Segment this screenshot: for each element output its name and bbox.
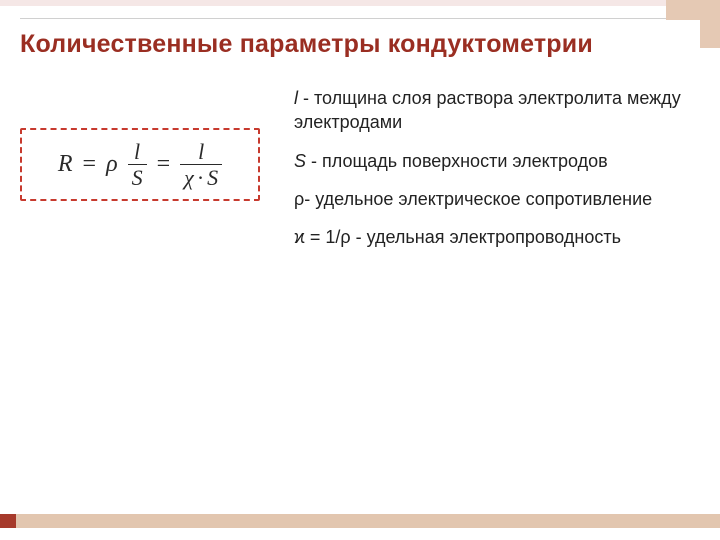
corner-accent xyxy=(666,0,720,20)
frac1-denominator: S xyxy=(128,164,147,189)
footer-accent-dark xyxy=(0,514,16,528)
op-equals-1: = xyxy=(83,151,97,178)
def-text-l: толщина слоя раствора электролита между … xyxy=(294,88,681,132)
definition-S: S - площадь поверхности электродов xyxy=(294,149,700,173)
def-sep-rho: - xyxy=(304,189,315,209)
frac2-numerator: l xyxy=(194,140,208,164)
sym-chi: χ xyxy=(184,165,194,190)
definition-l: l - толщина слоя раствора электролита ме… xyxy=(294,86,700,135)
def-text-rho: удельное электрическое сопротивление xyxy=(315,189,652,209)
frac1-numerator: l xyxy=(130,140,144,164)
op-equals-2: = xyxy=(157,151,171,178)
formula-box: R = ρ l S = l χ·S xyxy=(20,128,260,201)
def-sym-S: S xyxy=(294,151,306,171)
resistance-equation: R = ρ l S = l χ·S xyxy=(58,140,222,189)
formula-column: R = ρ l S = l χ·S xyxy=(20,86,260,263)
op-cdot: · xyxy=(194,165,207,190)
fraction-l-over-chiS: l χ·S xyxy=(180,140,222,189)
def-sep-kappa: = 1/ρ - xyxy=(305,227,367,247)
def-text-S: площадь поверхности электродов xyxy=(322,151,608,171)
sym-rho: ρ xyxy=(106,151,118,178)
def-text-kappa: удельная электропроводность xyxy=(367,227,621,247)
top-edge-tint xyxy=(0,0,720,6)
def-sym-kappa: ϰ xyxy=(294,227,305,247)
definition-kappa: ϰ = 1/ρ - удельная электропроводность xyxy=(294,225,700,249)
def-sep-l: - xyxy=(298,88,314,108)
fraction-l-over-S: l S xyxy=(128,140,147,189)
def-sym-rho: ρ xyxy=(294,189,304,209)
footer-bar xyxy=(0,514,720,528)
definitions-column: l - толщина слоя раствора электролита ме… xyxy=(294,86,700,263)
def-sep-S: - xyxy=(306,151,322,171)
top-hairline xyxy=(20,18,700,19)
sym-S: S xyxy=(207,165,218,190)
content-row: R = ρ l S = l χ·S l - толщина слоя раств… xyxy=(20,86,700,263)
footer-accent-light xyxy=(16,514,720,528)
slide-title: Количественные параметры кондуктометрии xyxy=(20,30,700,59)
sym-R: R xyxy=(58,151,73,178)
frac2-denominator: χ·S xyxy=(180,164,222,189)
definition-rho: ρ- удельное электрическое сопротивление xyxy=(294,187,700,211)
